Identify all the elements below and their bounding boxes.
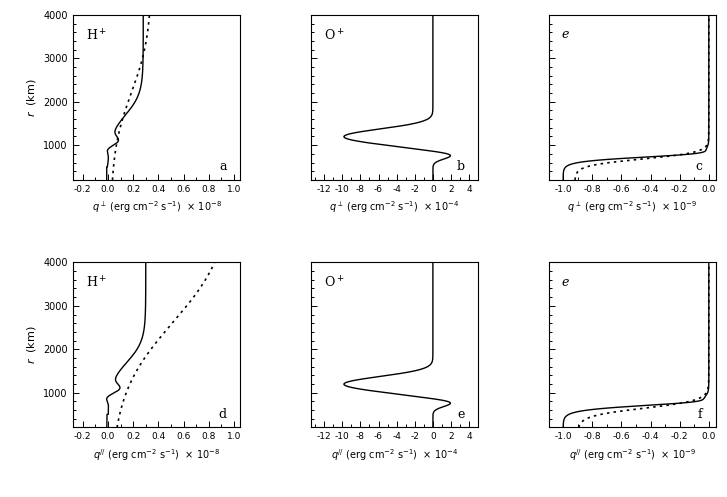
Text: a: a	[220, 161, 227, 173]
X-axis label: $q^{//}$ (erg cm$^{-2}$ s$^{-1}$)  $\times$ 10$^{-4}$: $q^{//}$ (erg cm$^{-2}$ s$^{-1}$) $\time…	[331, 447, 458, 463]
Text: O$^+$: O$^+$	[324, 28, 345, 43]
Text: e: e	[562, 28, 569, 41]
Y-axis label: $r$  (km): $r$ (km)	[25, 78, 38, 117]
Text: e: e	[562, 276, 569, 289]
Text: d: d	[219, 408, 227, 421]
Text: H$^+$: H$^+$	[86, 276, 107, 291]
Text: H$^+$: H$^+$	[86, 28, 107, 43]
Text: O$^+$: O$^+$	[324, 276, 345, 291]
X-axis label: $q^\perp$ (erg cm$^{-2}$ s$^{-1}$)  $\times$ 10$^{-9}$: $q^\perp$ (erg cm$^{-2}$ s$^{-1}$) $\tim…	[568, 199, 697, 215]
X-axis label: $q^{//}$ (erg cm$^{-2}$ s$^{-1}$)  $\times$ 10$^{-9}$: $q^{//}$ (erg cm$^{-2}$ s$^{-1}$) $\time…	[569, 447, 696, 463]
Y-axis label: $r$  (km): $r$ (km)	[25, 326, 38, 364]
X-axis label: $q^{//}$ (erg cm$^{-2}$ s$^{-1}$)  $\times$ 10$^{-8}$: $q^{//}$ (erg cm$^{-2}$ s$^{-1}$) $\time…	[93, 447, 220, 463]
Text: e: e	[457, 408, 465, 421]
Text: c: c	[696, 161, 703, 173]
X-axis label: $q^\perp$ (erg cm$^{-2}$ s$^{-1}$)  $\times$ 10$^{-4}$: $q^\perp$ (erg cm$^{-2}$ s$^{-1}$) $\tim…	[329, 199, 459, 215]
Text: f: f	[698, 408, 703, 421]
Text: b: b	[457, 161, 465, 173]
X-axis label: $q^\perp$ (erg cm$^{-2}$ s$^{-1}$)  $\times$ 10$^{-8}$: $q^\perp$ (erg cm$^{-2}$ s$^{-1}$) $\tim…	[92, 199, 222, 215]
